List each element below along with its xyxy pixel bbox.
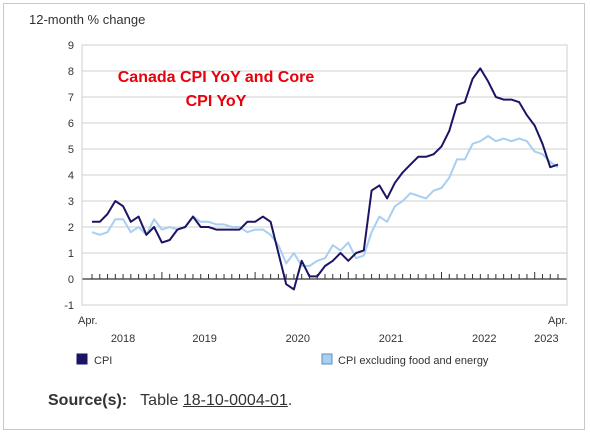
- source-prefix: Table: [140, 392, 179, 409]
- x-tick-label-year: 2018: [111, 333, 135, 345]
- y-tick-label: -1: [64, 300, 74, 312]
- series-lines: [91, 67, 559, 291]
- y-tick-label: 3: [68, 196, 74, 208]
- y-tick-label: 5: [68, 144, 74, 156]
- y-tick-label: 6: [68, 118, 74, 130]
- x-tick-label-year: 2020: [286, 333, 310, 345]
- legend: CPI CPI excluding food and energy: [76, 353, 489, 367]
- y-tick-label: 1: [68, 248, 74, 260]
- legend-label-core: CPI excluding food and energy: [338, 355, 489, 367]
- source-table-link[interactable]: 18-10-0004-01: [182, 392, 288, 409]
- legend-label-cpi: CPI: [94, 355, 112, 367]
- x-axis: 2018 2019 2020 2021 2022 2023: [91, 272, 559, 345]
- y-tick-label: 0: [68, 274, 74, 286]
- chart-annotation-line-1: Canada CPI YoY and Core: [118, 69, 315, 86]
- source-line: Source(s): Table 18-10-0004-01.: [48, 392, 292, 410]
- chart-frame: 12-month % change 9 8 7 6 5 4 3 2 1 0 -1 2018 2019 2…: [3, 3, 585, 430]
- legend-swatch-core: [321, 353, 333, 365]
- y-tick-label: 8: [68, 66, 74, 78]
- x-tick-label-year: 2021: [379, 333, 403, 345]
- x-tick-label-year: 2022: [472, 333, 496, 345]
- legend-swatch-cpi: [76, 353, 88, 365]
- y-tick-label: 2: [68, 222, 74, 234]
- plot-border: [81, 44, 568, 306]
- series-line-core-cpi: [91, 135, 559, 267]
- x-edge-label-start: Apr.: [78, 315, 98, 327]
- unit-label: 12-month % change: [29, 12, 145, 27]
- y-axis: 9 8 7 6 5 4 3 2 1 0 -1: [64, 40, 74, 312]
- series-line-cpi: [92, 67, 559, 291]
- y-tick-label: 9: [68, 40, 74, 52]
- x-edge-label-end: Apr.: [548, 315, 568, 327]
- x-tick-label-year: 2019: [192, 333, 216, 345]
- x-tick-label-year: 2023: [534, 333, 558, 345]
- source-label: Source(s):: [48, 392, 128, 409]
- chart-annotation-line-2: CPI YoY: [186, 93, 247, 110]
- source-suffix: .: [287, 392, 293, 409]
- y-tick-label: 7: [68, 92, 74, 104]
- y-tick-label: 4: [68, 170, 74, 182]
